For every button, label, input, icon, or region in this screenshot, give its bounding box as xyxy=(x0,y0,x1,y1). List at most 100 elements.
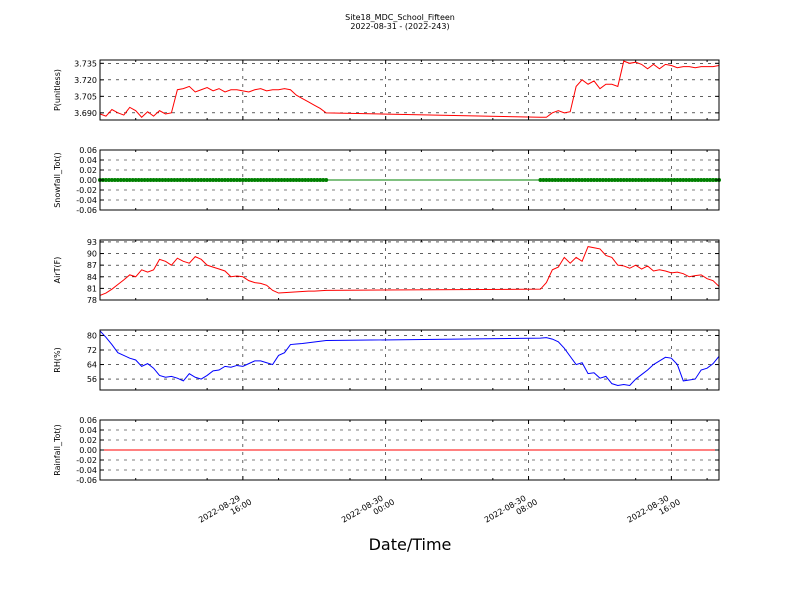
y-tick-label: 72 xyxy=(87,346,97,355)
series-point xyxy=(672,178,677,182)
series-point xyxy=(618,178,623,182)
series-point xyxy=(318,178,323,182)
series-point xyxy=(264,178,269,182)
series-point xyxy=(547,178,552,182)
series-point xyxy=(106,178,111,182)
series-point xyxy=(583,178,588,182)
series-point xyxy=(130,178,135,182)
series-point xyxy=(237,178,242,182)
series-point xyxy=(609,178,614,182)
y-tick-label: 90 xyxy=(87,250,97,259)
y-tick-label: 93 xyxy=(87,238,97,247)
y-tick-label: 81 xyxy=(87,284,97,293)
series-point xyxy=(303,178,308,182)
series-point xyxy=(222,178,227,182)
series-point xyxy=(127,178,132,182)
series-point xyxy=(589,178,594,182)
series-point xyxy=(312,178,317,182)
series-point xyxy=(648,178,653,182)
series-line xyxy=(100,60,719,118)
series-point xyxy=(666,178,671,182)
series-point xyxy=(654,178,659,182)
series-point xyxy=(544,178,549,182)
series-point xyxy=(276,178,281,182)
series-point xyxy=(172,178,177,182)
panel-1: 3.690 3.705 3.720 3.735 P(unitless) xyxy=(53,59,720,121)
y-tick-label: 3.705 xyxy=(74,92,97,101)
series-point xyxy=(270,178,275,182)
series-point xyxy=(315,178,320,182)
series-point xyxy=(181,178,186,182)
series-point xyxy=(282,178,287,182)
series-point xyxy=(121,178,126,182)
series-point xyxy=(574,178,579,182)
series-point xyxy=(592,178,597,182)
y-axis-label: AirT(F) xyxy=(53,257,62,284)
series-point xyxy=(255,178,260,182)
series-point xyxy=(681,178,686,182)
series-point xyxy=(639,178,644,182)
series-point xyxy=(553,178,558,182)
series-point xyxy=(633,178,638,182)
series-point xyxy=(124,178,129,182)
series-point xyxy=(651,178,656,182)
series-point xyxy=(675,178,680,182)
series-point xyxy=(258,178,263,182)
series-point xyxy=(220,178,225,182)
series-point xyxy=(627,178,632,182)
series-point xyxy=(211,178,216,182)
series-point xyxy=(228,178,233,182)
y-tick-label: -0.06 xyxy=(76,206,97,215)
y-tick-label: 56 xyxy=(87,375,97,384)
series-point xyxy=(586,178,591,182)
series-point xyxy=(112,178,117,182)
series-point xyxy=(538,178,543,182)
series-point xyxy=(556,178,561,182)
series-point xyxy=(684,178,689,182)
y-tick-label: 0.00 xyxy=(79,446,97,455)
series-point xyxy=(208,178,213,182)
series-point xyxy=(109,178,114,182)
series-point xyxy=(243,178,248,182)
y-tick-label: -0.06 xyxy=(76,476,97,485)
panel-2: -0.06-0.04-0.020.000.020.040.06 Snowfall_… xyxy=(53,146,721,215)
series-point xyxy=(606,178,611,182)
series-point xyxy=(202,178,207,182)
series-point xyxy=(568,178,573,182)
series-point xyxy=(630,178,635,182)
series-point xyxy=(294,178,299,182)
series-point xyxy=(246,178,251,182)
series-point xyxy=(273,178,278,182)
axes-frame xyxy=(99,329,720,391)
series-point xyxy=(708,178,713,182)
y-tick-label: 3.720 xyxy=(74,76,97,85)
series-point xyxy=(190,178,195,182)
series-point xyxy=(663,178,668,182)
series-point xyxy=(615,178,620,182)
series-point xyxy=(157,178,162,182)
y-axis-label: Rainfall_Tot() xyxy=(53,424,62,476)
series-point xyxy=(705,178,710,182)
series-point xyxy=(559,178,564,182)
series-point xyxy=(160,178,165,182)
series-point xyxy=(645,178,650,182)
series-point xyxy=(205,178,210,182)
x-axis-label: Date/Time xyxy=(369,535,452,554)
series-point xyxy=(594,178,599,182)
series-point xyxy=(118,178,123,182)
series-point xyxy=(541,178,546,182)
series-point xyxy=(696,178,701,182)
y-tick-label: 78 xyxy=(87,296,97,305)
y-axis-label: P(unitless) xyxy=(53,69,62,111)
series-point xyxy=(580,178,585,182)
series-point xyxy=(562,178,567,182)
series-point xyxy=(169,178,174,182)
series-point xyxy=(300,178,305,182)
series-point xyxy=(154,178,159,182)
y-tick-label: 0.02 xyxy=(79,436,97,445)
series-point xyxy=(252,178,257,182)
